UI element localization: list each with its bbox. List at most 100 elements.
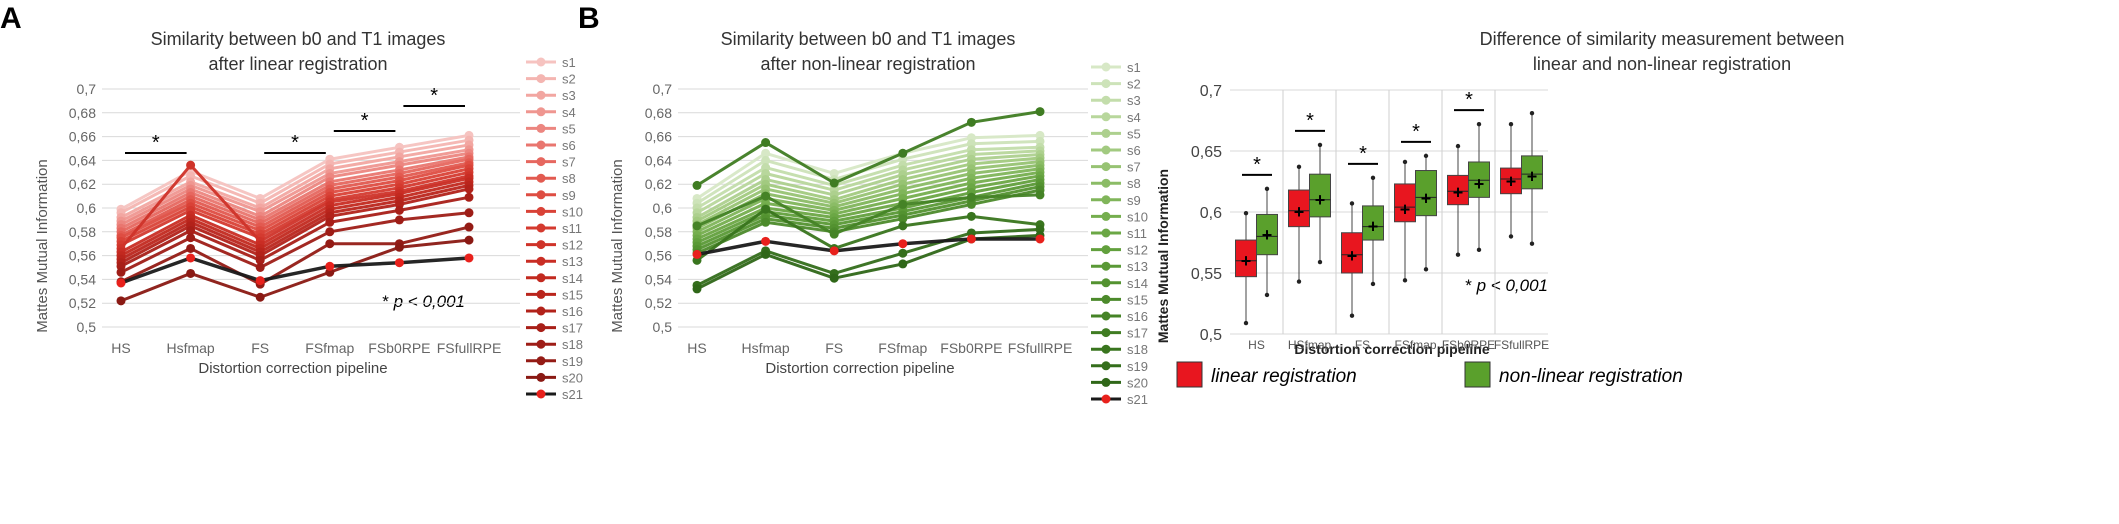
a-y-tick-label: 0,66 [69,129,96,145]
a-point-s20 [186,268,196,278]
c-y-tick-label: 0,65 [1191,144,1222,161]
c-whisker-cap [1349,201,1355,206]
c-whisker-cap [1423,267,1429,272]
c-whisker-cap [1476,121,1482,127]
b-point-s16 [966,192,976,202]
a-y-tick-label: 0,56 [69,248,96,264]
a-legend-label-s15: s15 [562,287,583,302]
b-y-tick-label: 0,56 [645,248,672,264]
b-y-tick-label: 0,68 [645,105,672,121]
b-point-s18 [966,211,976,221]
b-point-s21 [829,246,839,256]
c-whisker-cap [1264,186,1270,192]
a-point-s12 [186,160,196,170]
a-legend-label-s3: s3 [562,88,576,103]
a-point-s18 [186,233,196,243]
b-legend-marker-s6 [1101,145,1111,155]
b-point-s20 [898,259,908,269]
c-x-tick-label: FS [1355,338,1370,352]
c-whisker-cap [1370,281,1376,287]
b-x-tick-label: FS [825,340,843,356]
a-legend-label-s21: s21 [562,387,583,402]
a-series-line-s13 [120,176,470,254]
a-series-line-s20 [120,238,470,303]
b-legend-label-s11: s11 [1127,226,1147,241]
b-point-s20 [692,284,702,294]
legend-swatch-nonlinear [1464,361,1491,388]
c-whisker-cap [1402,159,1408,165]
chart-b-title-line2: after non-linear registration [760,54,975,74]
chart-b-x-axis-label: Distortion correction pipeline [765,360,954,377]
a-point-s19 [186,243,196,253]
b-point-s16 [898,199,908,209]
c-box-nonlinear [1309,173,1331,218]
a-x-tick-label: Hsfmap [166,340,214,356]
a-series-line-s15 [120,183,470,261]
a-legend-marker-s8 [536,173,546,183]
a-point-s17 [325,217,335,227]
c-significance-star: * [1465,89,1473,111]
a-legend-label-s16: s16 [562,304,583,319]
b-x-tick-label: FSfmap [878,340,927,356]
a-legend-marker-s4 [536,107,546,117]
a-legend-label-s5: s5 [562,121,576,136]
a-point-s19 [325,239,335,249]
a-y-tick-label: 0,52 [69,295,96,311]
b-y-tick-label: 0,6 [653,200,673,216]
a-legend-label-s7: s7 [562,155,576,170]
c-x-tick-label: FSfmap [1394,338,1436,352]
a-significance-star: * [430,85,438,107]
b-point-s1 [761,148,771,158]
b-legend-label-s13: s13 [1127,259,1148,274]
chart-c-y-axis-label: Mattes Mutual Information [1155,169,1171,343]
a-series-line-s12 [119,163,470,250]
b-legend-label-s6: s6 [1127,143,1141,158]
b-legend-marker-s11 [1101,228,1111,238]
b-series-line-s21 [696,237,1040,257]
b-legend-label-s20: s20 [1127,375,1148,390]
b-point-s16 [829,229,839,239]
b-legend-label-s3: s3 [1127,93,1141,108]
a-legend-label-s9: s9 [562,188,576,203]
b-legend-label-s1: s1 [1127,60,1141,75]
a-legend-marker-s16 [536,306,546,316]
b-legend-label-s10: s10 [1127,209,1148,224]
b-x-tick-label: Hsfmap [741,340,789,356]
a-point-s20 [394,242,404,252]
b-series-line-s6 [696,156,1041,223]
a-legend-marker-s18 [536,339,546,349]
a-y-tick-label: 0,62 [69,176,96,192]
a-legend-marker-s15 [536,289,546,299]
b-legend-marker-s1 [1101,62,1111,72]
b-point-s18 [761,204,771,214]
a-y-tick-label: 0,64 [69,152,96,168]
b-legend-label-s14: s14 [1127,276,1148,291]
a-series-line-s11 [120,170,470,247]
c-whisker-cap [1476,247,1482,253]
a-point-s16 [464,184,474,194]
a-point-s18 [325,227,335,237]
c-whisker-cap [1243,211,1249,216]
a-y-tick-label: 0,54 [69,271,96,287]
a-x-tick-label: FS [251,340,269,356]
c-whisker-cap [1317,142,1323,148]
a-series-line-s3 [120,143,470,219]
a-point-s21 [116,278,126,288]
a-legend-marker-s9 [536,190,546,200]
a-x-tick-label: HS [111,340,130,356]
b-series-line-s17 [696,110,1041,187]
b-point-s20 [829,273,839,283]
chart-a-title-line2: after linear registration [208,54,387,74]
chart-b-title-line1: Similarity between b0 and T1 images [721,29,1016,49]
a-legend-label-s17: s17 [562,321,583,336]
b-point-s21 [1035,234,1045,244]
c-whisker-cap [1349,313,1355,318]
c-whisker-cap [1243,320,1249,326]
a-y-tick-label: 0,5 [77,319,97,335]
a-legend-marker-s14 [536,273,546,283]
a-point-s20 [464,235,474,245]
b-series-line-s18 [696,207,1041,262]
c-box-linear [1341,232,1363,274]
a-x-tick-label: FSb0RPE [368,340,430,356]
